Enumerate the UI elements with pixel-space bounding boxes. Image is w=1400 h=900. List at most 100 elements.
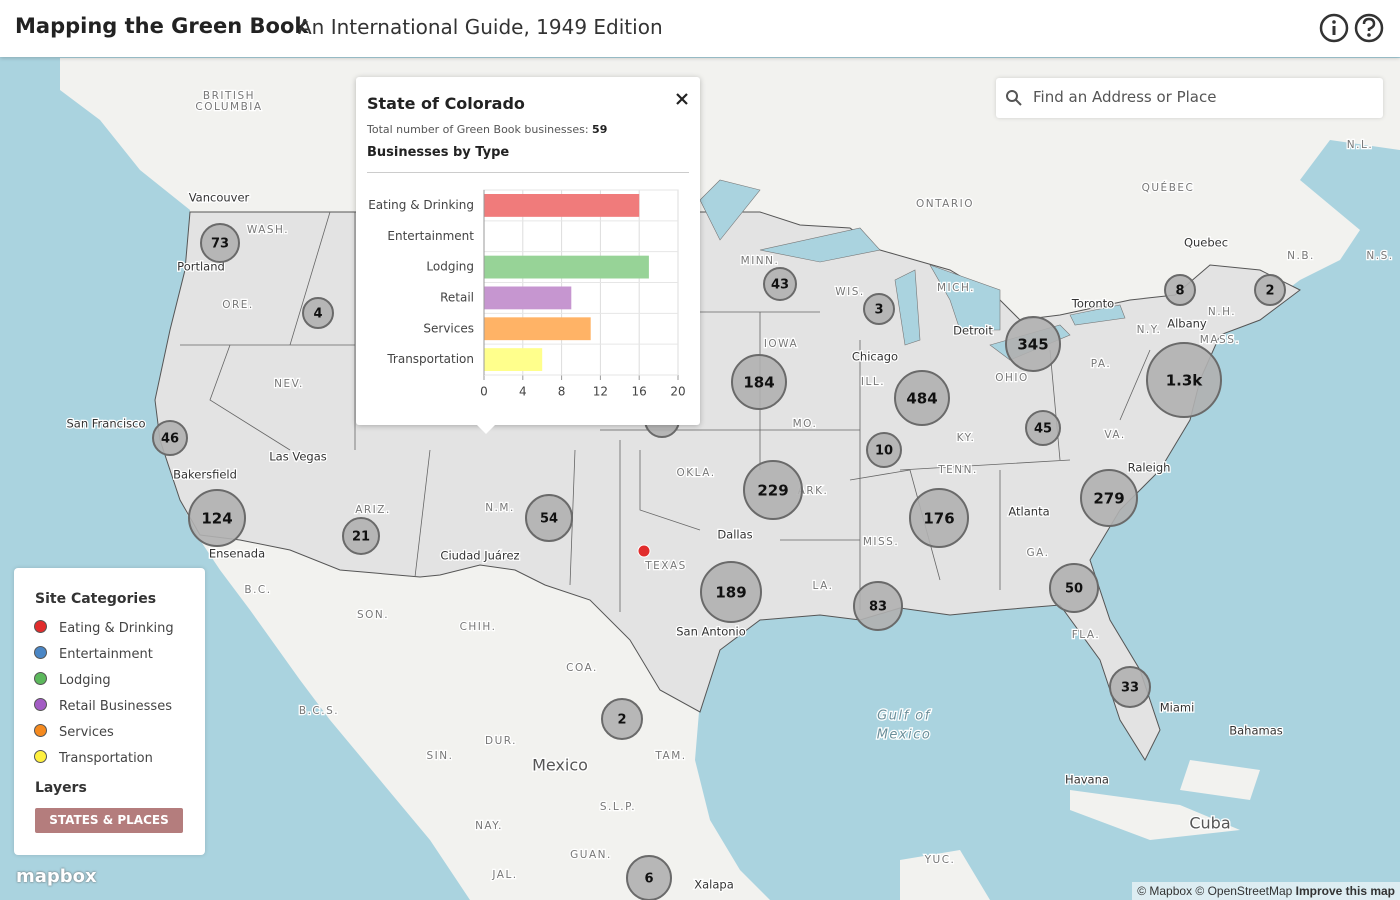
cluster[interactable]: 484 <box>894 370 950 426</box>
mapbox-logo[interactable]: mapbox <box>16 866 97 887</box>
improve-link[interactable]: Improve this map <box>1295 884 1395 898</box>
map-label: MINN. <box>741 255 780 267</box>
map-label: ORE. <box>222 299 254 311</box>
cluster-count: 279 <box>1093 490 1124 508</box>
cluster-circle <box>1146 342 1222 418</box>
map-label: FLA. <box>1072 629 1100 641</box>
legend-title: Site Categories <box>35 591 157 607</box>
map-label: KY. <box>957 432 976 444</box>
cluster[interactable]: 124 <box>188 489 246 547</box>
map-label: Detroit <box>953 324 993 338</box>
map-label: Bahamas <box>1229 724 1283 738</box>
cluster-count: 124 <box>201 510 232 528</box>
map-label: OKLA. <box>676 467 715 479</box>
search-box[interactable]: Find an Address or Place <box>996 78 1383 118</box>
y-tick-label: Transportation <box>386 352 474 366</box>
cluster[interactable]: 50 <box>1049 563 1099 613</box>
cluster-circle <box>853 581 903 631</box>
map-label: Bakersfield <box>173 468 237 482</box>
cluster-count: 21 <box>352 530 370 545</box>
map-label: ARK. <box>798 485 829 497</box>
cluster[interactable]: 21 <box>342 517 380 555</box>
cluster[interactable]: 345 <box>1005 316 1061 372</box>
map-label: YUC. <box>924 854 956 866</box>
popup-section: Businesses by Type <box>367 145 510 160</box>
map-label: N.B. <box>1287 250 1315 262</box>
cluster[interactable]: 176 <box>909 488 969 548</box>
y-tick-label: Eating & Drinking <box>368 198 474 212</box>
cluster-circle <box>863 293 895 325</box>
legend-label: Transportation <box>59 751 153 766</box>
map-label: DUR. <box>485 735 517 747</box>
map-label: Mexico <box>877 728 932 743</box>
map-label: Las Vegas <box>269 450 327 464</box>
map-label: TENN. <box>937 464 978 476</box>
map-label: Ensenada <box>209 547 265 561</box>
popup-title: State of Colorado <box>367 94 525 113</box>
map-label: MICH. <box>937 282 975 294</box>
cluster[interactable]: 43 <box>763 267 797 301</box>
layers-button[interactable]: STATES & PLACES <box>35 808 183 833</box>
y-tick-label: Services <box>423 321 474 335</box>
map-label: COLUMBIA <box>195 101 262 113</box>
cluster-circle <box>763 267 797 301</box>
cluster[interactable]: 54 <box>525 494 573 542</box>
help-icons[interactable] <box>1318 12 1388 44</box>
cluster[interactable]: 46 <box>152 420 188 456</box>
bar <box>484 194 640 217</box>
cluster[interactable]: 8 <box>1164 274 1196 306</box>
cluster[interactable]: 73 <box>200 223 240 263</box>
map-label: NAY. <box>475 820 503 832</box>
cluster-circle <box>601 698 643 740</box>
cluster[interactable]: 83 <box>853 581 903 631</box>
bar <box>484 255 649 279</box>
cluster[interactable]: 6 <box>626 855 672 900</box>
close-button[interactable] <box>674 91 690 107</box>
popup: State of Colorado Total number of Green … <box>356 77 700 434</box>
search-placeholder: Find an Address or Place <box>1033 88 1217 106</box>
x-tick-label: 8 <box>558 385 566 399</box>
cluster-circle <box>188 489 246 547</box>
legend-item: Lodging <box>34 672 111 688</box>
cluster-count: 33 <box>1121 681 1139 696</box>
cluster[interactable]: 189 <box>700 561 762 623</box>
y-tick-label: Lodging <box>426 260 474 274</box>
legend-swatch <box>34 672 47 685</box>
map-label: Raleigh <box>1128 461 1171 475</box>
cluster[interactable]: 3 <box>863 293 895 325</box>
app-title: Mapping the Green Book <box>15 14 309 38</box>
cluster-circle <box>525 494 573 542</box>
cluster[interactable]: 184 <box>731 354 787 410</box>
cluster-count: 229 <box>757 482 788 500</box>
cluster[interactable]: 279 <box>1080 469 1138 527</box>
site-marker[interactable] <box>637 544 651 558</box>
cluster[interactable]: 33 <box>1109 666 1151 708</box>
map-label: Atlanta <box>1008 505 1049 519</box>
cluster[interactable]: 10 <box>866 432 902 468</box>
legend-swatch <box>34 620 47 633</box>
map-label: QUÉBEC <box>1142 181 1195 194</box>
cluster[interactable]: 229 <box>743 460 803 520</box>
map-label: ILL. <box>861 376 885 388</box>
map-label: LA. <box>813 580 834 592</box>
map-label: VA. <box>1104 429 1125 441</box>
cluster[interactable]: 2 <box>601 698 643 740</box>
map-label: Chicago <box>852 350 898 364</box>
cluster[interactable]: 2 <box>1254 274 1286 306</box>
cluster[interactable]: 4 <box>302 297 334 329</box>
map-label: N.Y. <box>1137 324 1162 336</box>
cluster[interactable]: 1.3k <box>1146 342 1222 418</box>
cluster-circle <box>200 223 240 263</box>
cluster-count: 46 <box>161 432 179 447</box>
legend-label: Retail Businesses <box>59 699 172 714</box>
bar <box>484 317 591 341</box>
divider <box>367 172 689 173</box>
map-label: N.S. <box>1366 250 1393 262</box>
map-label: ARIZ. <box>355 504 391 516</box>
cluster-circle <box>1109 666 1151 708</box>
cluster-circle <box>894 370 950 426</box>
map-label: MISS. <box>863 536 899 548</box>
cluster[interactable]: 45 <box>1025 410 1061 446</box>
cluster-count: 2 <box>1265 284 1274 299</box>
